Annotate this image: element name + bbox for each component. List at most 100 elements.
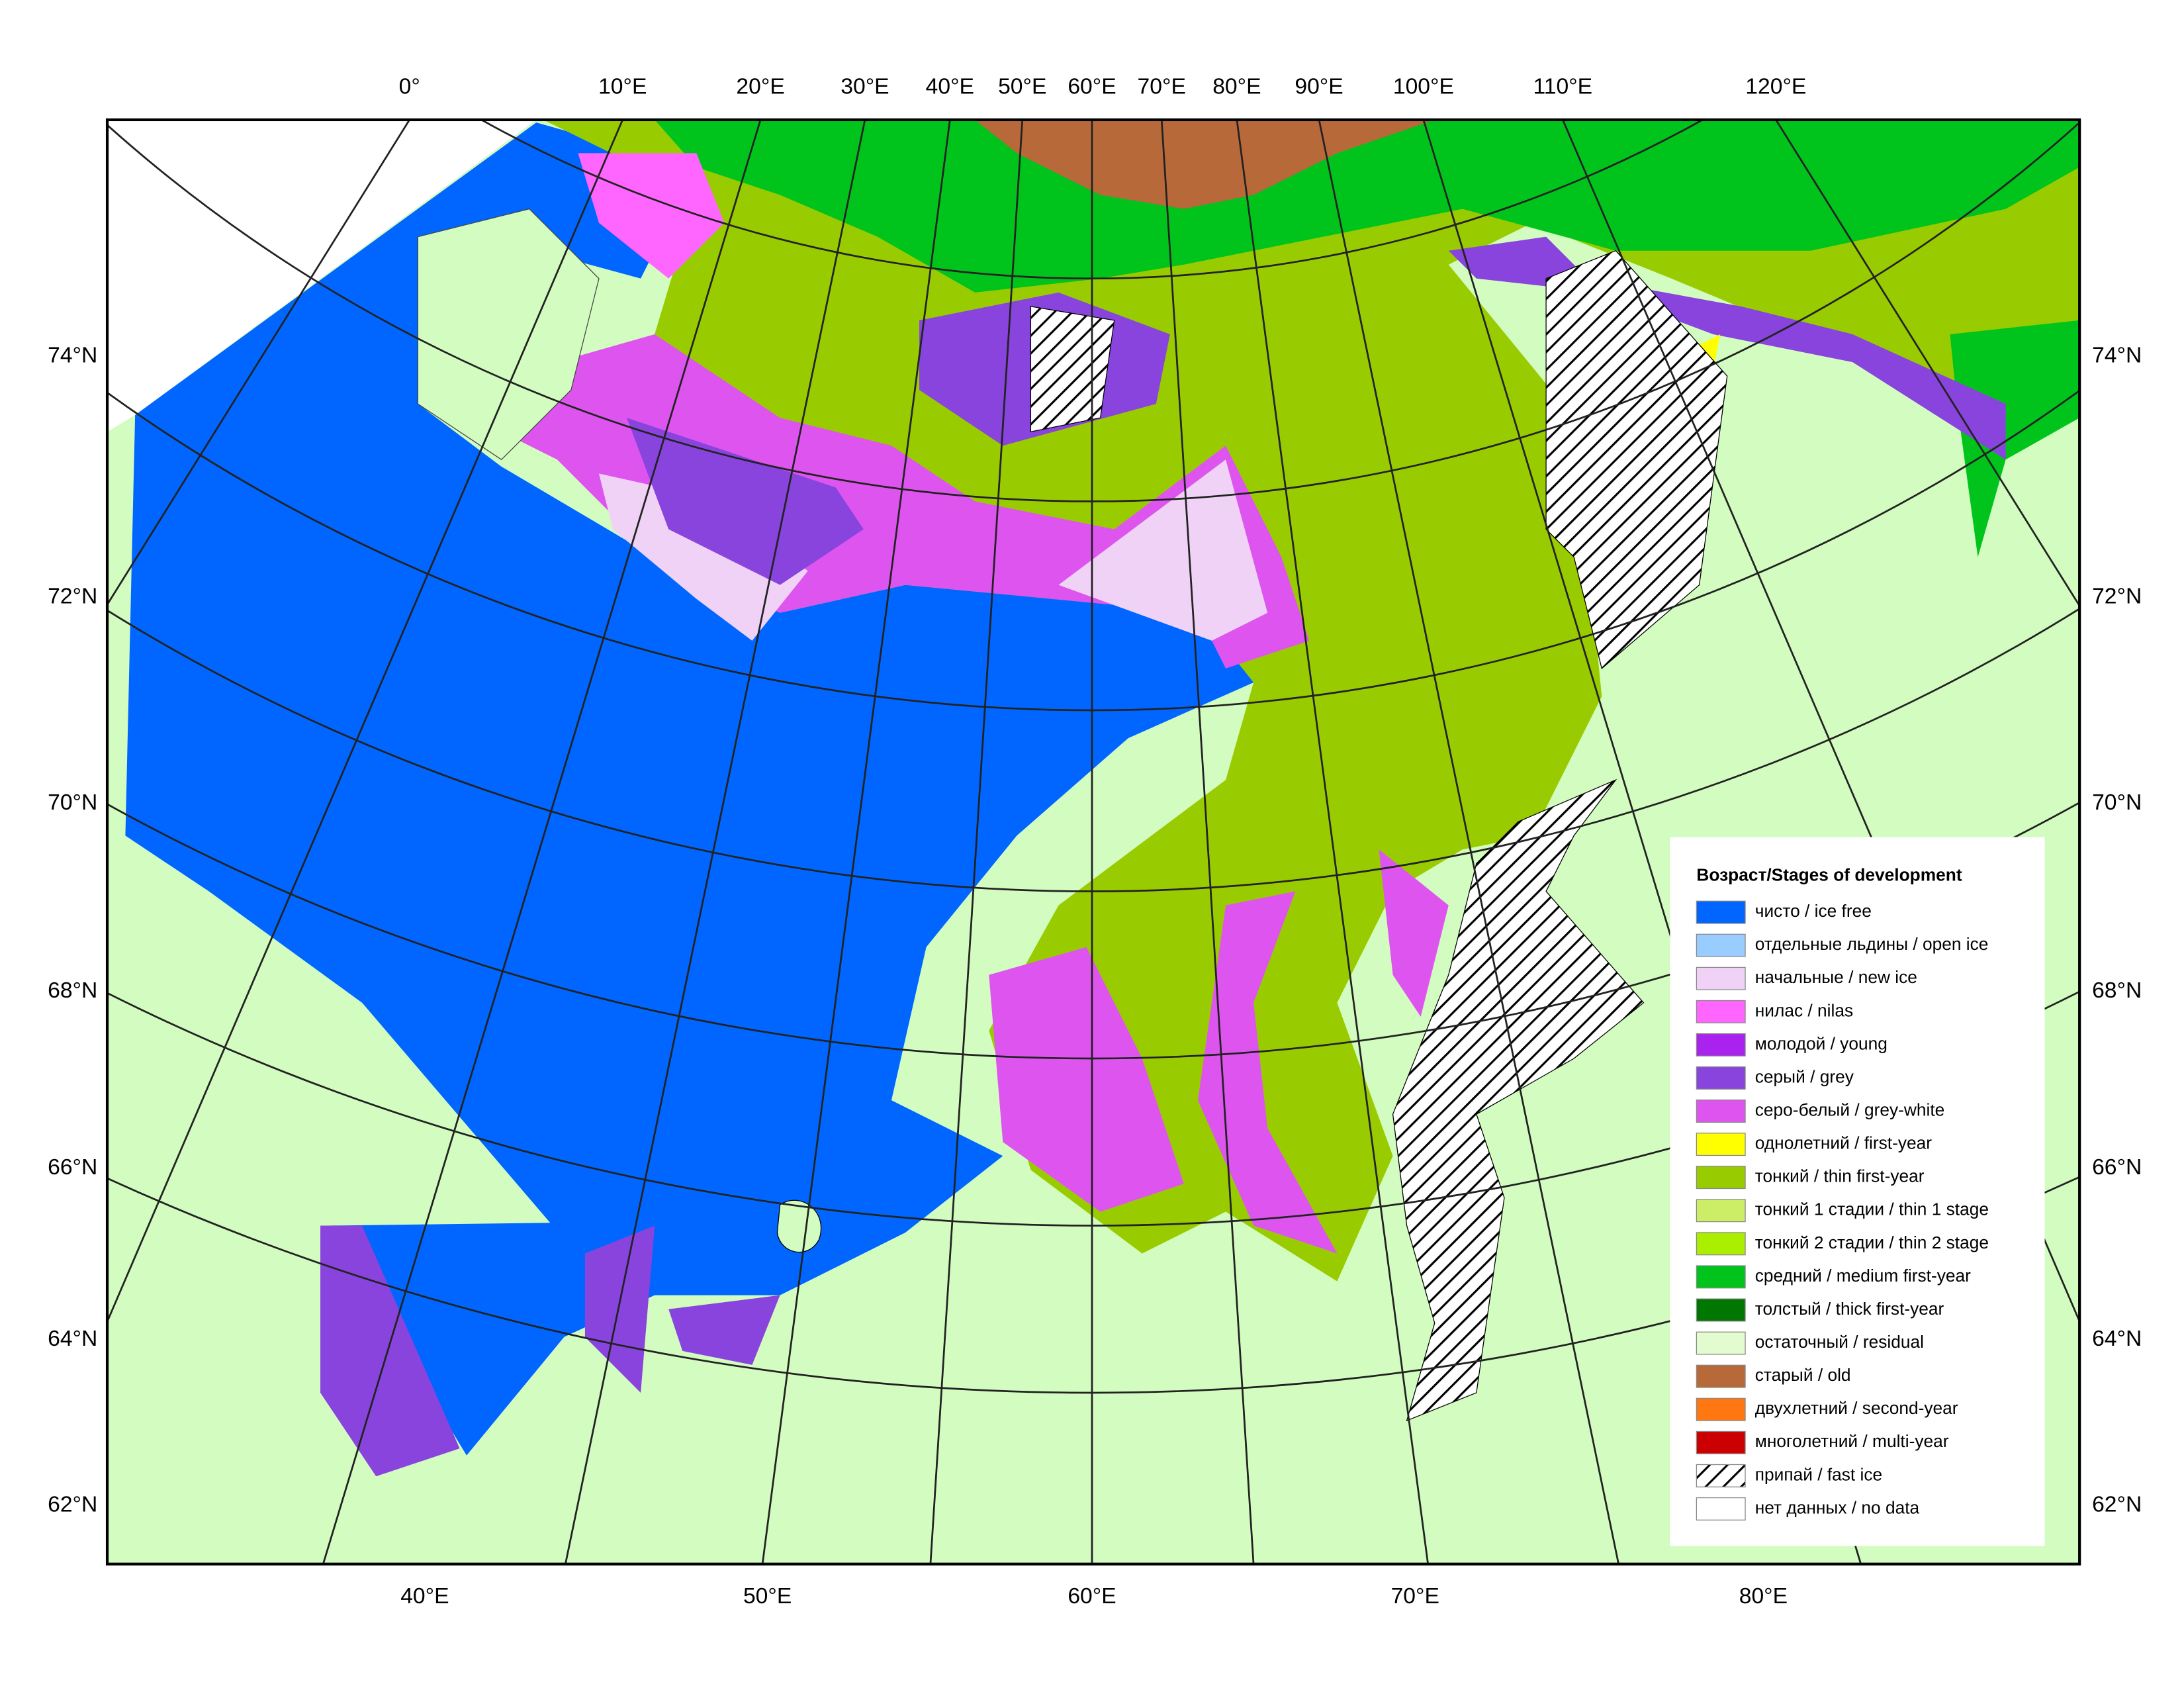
left-latitude-label: 64°N — [48, 1327, 97, 1351]
meridian — [929, 119, 1024, 1564]
grey-white-ice — [989, 947, 1184, 1212]
fast-ice — [1392, 778, 1645, 1422]
legend-label: нилас / nilas — [1755, 1000, 1853, 1020]
right-latitude-label: 66°N — [2092, 1155, 2142, 1180]
grey-ice — [668, 1295, 780, 1365]
parallel — [107, 1175, 2080, 1393]
top-longitude-label: 0° — [399, 74, 420, 99]
left-latitude-label: 70°N — [48, 790, 97, 815]
bottom-longitude-label: 40°E — [400, 1584, 449, 1609]
meridian — [1318, 119, 1620, 1564]
right-latitude-label: 74°N — [2092, 344, 2142, 368]
left-latitude-label: 68°N — [48, 978, 97, 1003]
top-longitude-label: 30°E — [841, 74, 889, 99]
legend-swatch — [1696, 933, 1746, 957]
grey-white-ice — [1197, 891, 1338, 1254]
top-longitude-label: 10°E — [598, 74, 647, 99]
right-latitude-label: 72°N — [2092, 584, 2142, 608]
top-longitude-label: 120°E — [1745, 74, 1806, 99]
legend-label: чисто / ice free — [1755, 901, 1872, 921]
meridian — [107, 119, 624, 1325]
legend-swatch — [1696, 1232, 1746, 1256]
top-longitude-label: 20°E — [736, 74, 784, 99]
grey-ice — [627, 418, 864, 585]
right-latitude-label: 62°N — [2092, 1492, 2142, 1517]
top-longitude-label: 80°E — [1212, 74, 1261, 99]
bottom-longitude-label: 80°E — [1739, 1584, 1788, 1609]
island — [776, 1199, 822, 1253]
legend-label: многолетний / multi-year — [1755, 1431, 1949, 1451]
top-longitude-label: 50°E — [998, 74, 1046, 99]
right-latitude-label: 68°N — [2092, 978, 2142, 1003]
legend-label: тонкий 1 стадии / thin 1 stage — [1755, 1199, 1989, 1219]
left-latitude-label: 74°N — [48, 344, 97, 368]
meridian — [761, 119, 951, 1564]
legend-swatch — [1696, 1364, 1746, 1388]
parallel — [479, 119, 1705, 279]
legend-swatch — [1696, 1000, 1746, 1023]
legend-swatch — [1696, 1199, 1746, 1223]
parallel — [107, 389, 2080, 711]
parallel — [107, 120, 2080, 502]
coordinate-labels: 0° 10°E 20°E 30°E 40°E 50°E 60°E 70°E 80°E 90°E 10… — [48, 74, 2142, 1609]
legend-label: тонкий 2 стадии / thin 2 stage — [1755, 1233, 1989, 1252]
parallel — [107, 607, 2080, 892]
legend-swatch — [1696, 1133, 1746, 1156]
legend-swatch — [1696, 1497, 1746, 1521]
old-ice — [975, 119, 1435, 209]
legend-swatch — [1696, 900, 1746, 924]
top-longitude-label: 90°E — [1295, 74, 1343, 99]
medium-first-year-ice — [1950, 320, 2080, 557]
top-longitude-label: 60°E — [1068, 74, 1116, 99]
legend-title: Возраст/Stages of development — [1696, 865, 1962, 884]
meridian — [1774, 119, 2080, 608]
meridian — [564, 119, 866, 1564]
legend-swatch — [1696, 1464, 1746, 1487]
top-longitude-label: 110°E — [1533, 74, 1593, 99]
grey-ice — [1448, 236, 2006, 460]
legend-swatch — [1696, 1033, 1746, 1056]
new-ice — [598, 473, 808, 641]
legend-label: однолетний / first-year — [1755, 1133, 1932, 1153]
ice-free-sea — [125, 122, 1254, 1456]
meridian — [107, 119, 411, 606]
legend-swatch — [1696, 1265, 1746, 1289]
legend-swatch — [1696, 1298, 1746, 1322]
medium-first-year-ice — [655, 119, 2080, 293]
right-latitude-label: 64°N — [2092, 1327, 2142, 1351]
fast-ice — [1545, 250, 1728, 670]
parallel — [107, 801, 2080, 1059]
left-latitude-label: 66°N — [48, 1155, 97, 1180]
legend-swatch — [1696, 1166, 1746, 1190]
left-latitude-label: 72°N — [48, 584, 97, 608]
top-longitude-label: 40°E — [926, 74, 974, 99]
bottom-longitude-label: 60°E — [1068, 1584, 1116, 1609]
fast-ice — [1030, 306, 1115, 432]
island — [417, 208, 600, 461]
legend-swatch — [1696, 1430, 1746, 1454]
parallel — [107, 990, 2080, 1226]
meridian — [1160, 119, 1255, 1564]
legend-swatch — [1696, 1066, 1746, 1090]
no-data-area — [107, 119, 537, 432]
legend-label: средний / medium first-year — [1755, 1266, 1971, 1286]
top-longitude-label: 100°E — [1393, 74, 1454, 99]
legend-label: серый / grey — [1755, 1066, 1854, 1086]
legend-label: нет данных / no data — [1755, 1497, 1920, 1517]
legend-label: двухлетний / second-year — [1755, 1398, 1958, 1418]
grey-ice — [320, 1225, 460, 1477]
meridian — [1236, 119, 1430, 1564]
legend-label: припай / fast ice — [1755, 1464, 1882, 1484]
legend-swatch — [1696, 1397, 1746, 1421]
legend-swatch — [1696, 966, 1746, 990]
legend-label: старый / old — [1755, 1365, 1851, 1385]
map-frame — [105, 118, 2081, 1566]
legend-swatch — [1696, 1331, 1746, 1355]
legend: чисто / ice free отдельные льдины / open … — [1696, 900, 1989, 1521]
bottom-longitude-label: 50°E — [743, 1584, 792, 1609]
meridian — [322, 119, 762, 1564]
legend-label: отдельные льдины / open ice — [1755, 934, 1989, 954]
